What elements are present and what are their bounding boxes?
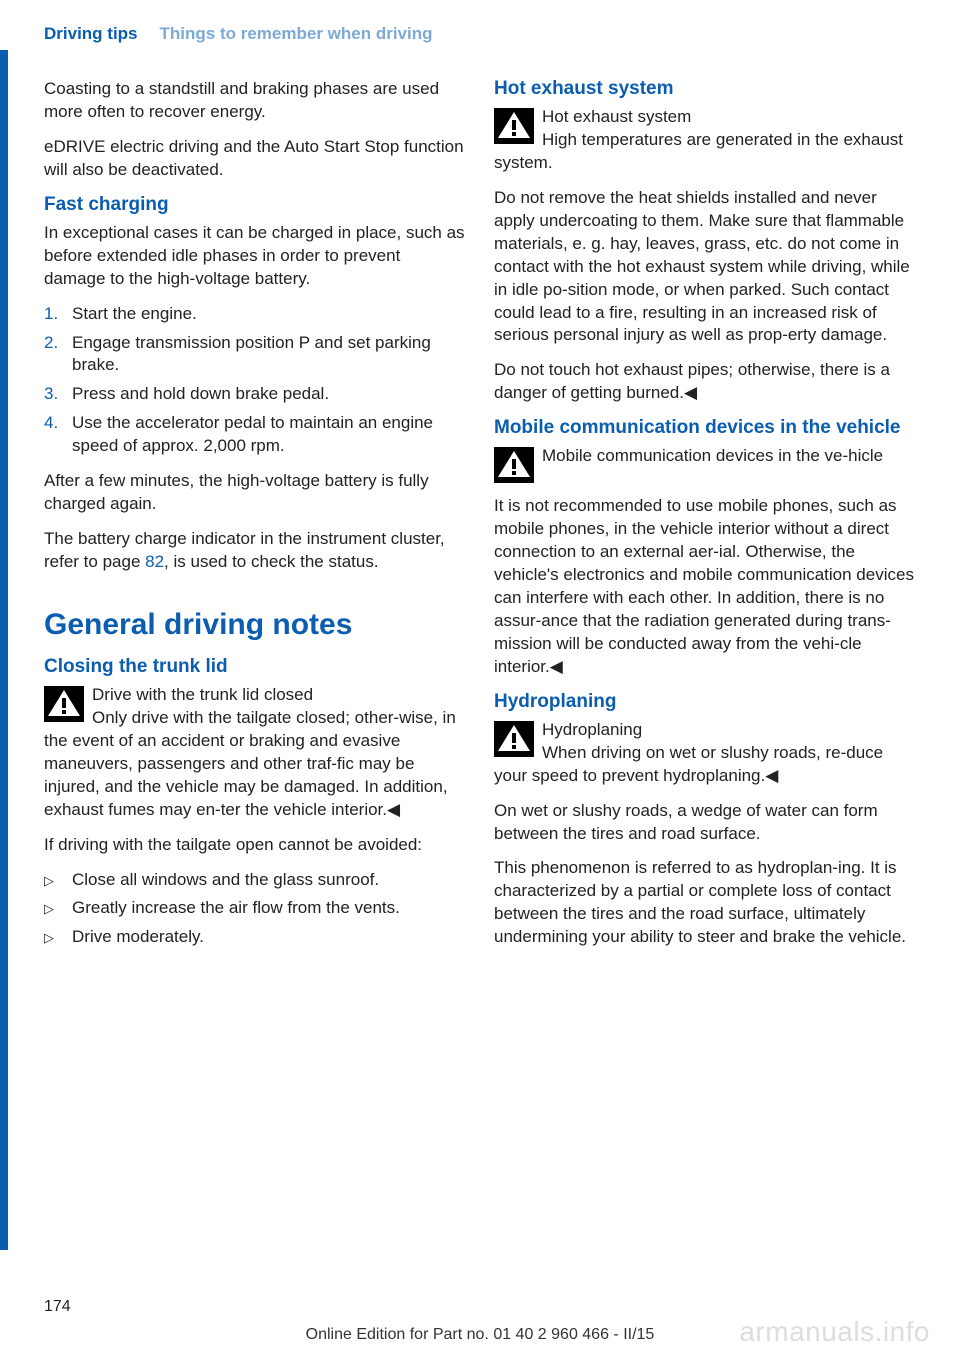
- warning-block: Hot exhaust system High temperatures are…: [494, 106, 916, 175]
- bullet-text: Drive moderately.: [72, 926, 204, 949]
- warning-block: Mobile communication devices in the ve‐h…: [494, 445, 916, 483]
- subheading-closing-trunk: Closing the trunk lid: [44, 656, 466, 678]
- body-text: eDRIVE electric driving and the Auto Sta…: [44, 136, 466, 182]
- page-header: Driving tips Things to remember when dri…: [44, 24, 916, 44]
- body-text: On wet or slushy roads, a wedge of water…: [494, 800, 916, 846]
- list-item: 1.Start the engine.: [44, 303, 466, 326]
- warning-title: Hot exhaust system: [494, 106, 916, 129]
- body-text: In exceptional cases it can be charged i…: [44, 222, 466, 291]
- list-item: 3.Press and hold down brake pedal.: [44, 383, 466, 406]
- warning-title: Drive with the trunk lid closed: [44, 684, 466, 707]
- warning-title: Mobile communication devices in the ve‐h…: [494, 445, 916, 468]
- body-text: If driving with the tailgate open cannot…: [44, 834, 466, 857]
- warning-icon: [494, 447, 534, 483]
- page-number: 174: [44, 1298, 71, 1316]
- bullet-list: ▷Close all windows and the glass sunroof…: [44, 869, 466, 950]
- watermark: armanuals.info: [739, 1316, 930, 1348]
- step-text: Start the engine.: [72, 303, 197, 326]
- header-chapter: Things to remember when driving: [160, 24, 433, 44]
- edge-bar: [0, 50, 8, 1250]
- body-text: After a few minutes, the high-voltage ba…: [44, 470, 466, 516]
- subheading-hot-exhaust: Hot exhaust system: [494, 78, 916, 100]
- subheading-mobile-devices: Mobile communication devices in the vehi…: [494, 417, 916, 439]
- list-item: 2.Engage transmission position P and set…: [44, 332, 466, 378]
- step-text: Press and hold down brake pedal.: [72, 383, 329, 406]
- content-area: Coasting to a standstill and braking pha…: [44, 78, 916, 961]
- warning-block: Hydroplaning When driving on wet or slus…: [494, 719, 916, 788]
- body-text: The battery charge indicator in the inst…: [44, 528, 466, 574]
- left-column: Coasting to a standstill and braking pha…: [44, 78, 466, 961]
- step-number: 1.: [44, 303, 72, 326]
- body-text: Do not touch hot exhaust pipes; otherwis…: [494, 359, 916, 405]
- warning-title: Hydroplaning: [494, 719, 916, 742]
- step-number: 4.: [44, 412, 72, 458]
- subheading-hydroplaning: Hydroplaning: [494, 691, 916, 713]
- warning-icon: [494, 721, 534, 757]
- bullet-icon: ▷: [44, 926, 72, 949]
- list-item: ▷Greatly increase the air flow from the …: [44, 897, 466, 920]
- step-number: 2.: [44, 332, 72, 378]
- text-fragment: , is used to check the status.: [164, 552, 379, 571]
- warning-body: Only drive with the tailgate closed; oth…: [44, 707, 466, 822]
- list-item: 4.Use the accelerator pedal to maintain …: [44, 412, 466, 458]
- body-text: This phenomenon is referred to as hydrop…: [494, 857, 916, 949]
- bullet-icon: ▷: [44, 897, 72, 920]
- warning-body: When driving on wet or slushy roads, re‐…: [494, 742, 916, 788]
- bullet-text: Greatly increase the air flow from the v…: [72, 897, 400, 920]
- page-link[interactable]: 82: [145, 552, 164, 571]
- subheading-fast-charging: Fast charging: [44, 194, 466, 216]
- bullet-icon: ▷: [44, 869, 72, 892]
- list-item: ▷Close all windows and the glass sunroof…: [44, 869, 466, 892]
- warning-block: Drive with the trunk lid closed Only dri…: [44, 684, 466, 822]
- header-section: Driving tips: [44, 24, 138, 44]
- body-text: Coasting to a standstill and braking pha…: [44, 78, 466, 124]
- warning-body: High temperatures are generated in the e…: [494, 129, 916, 175]
- body-text: It is not recommended to use mobile phon…: [494, 495, 916, 679]
- fast-charging-steps: 1.Start the engine. 2.Engage transmissio…: [44, 303, 466, 459]
- step-text: Use the accelerator pedal to maintain an…: [72, 412, 466, 458]
- heading-general-driving: General driving notes: [44, 608, 466, 642]
- body-text: Do not remove the heat shields installed…: [494, 187, 916, 348]
- warning-icon: [44, 686, 84, 722]
- step-number: 3.: [44, 383, 72, 406]
- step-text: Engage transmission position P and set p…: [72, 332, 466, 378]
- bullet-text: Close all windows and the glass sunroof.: [72, 869, 379, 892]
- right-column: Hot exhaust system Hot exhaust system Hi…: [494, 78, 916, 961]
- warning-icon: [494, 108, 534, 144]
- list-item: ▷Drive moderately.: [44, 926, 466, 949]
